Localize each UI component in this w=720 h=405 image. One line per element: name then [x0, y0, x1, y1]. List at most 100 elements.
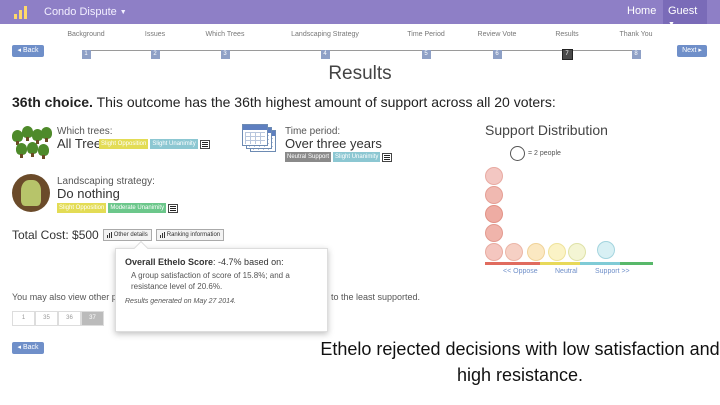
other-details-button[interactable]: Other details — [102, 229, 152, 241]
option-label: Which trees: — [57, 126, 113, 137]
distribution-dot — [597, 241, 615, 259]
step-number: 8 — [631, 50, 641, 59]
back-button[interactable]: ◂ Back — [12, 45, 44, 57]
support-legend: = 2 people — [510, 146, 561, 161]
step-number-current: 7 — [561, 49, 573, 60]
list-icon[interactable] — [382, 152, 393, 162]
legend-circle-icon — [510, 146, 525, 161]
calendar-icon — [242, 124, 278, 154]
support-tag: Neutral Support — [285, 152, 332, 162]
choice-rank: 36th choice. — [12, 94, 93, 110]
support-distribution-title: Support Distribution — [485, 122, 608, 138]
oppose-label: << Oppose — [503, 268, 538, 275]
ethelo-score-value: : -4.7% based on: — [213, 257, 284, 267]
unanimity-tag: Slight Unanimity — [150, 139, 198, 149]
list-icon[interactable] — [168, 203, 179, 213]
back-button-bottom[interactable]: ◂ Back — [12, 342, 44, 354]
distribution-dot — [485, 205, 503, 223]
step-review-vote[interactable]: Review Vote 6 — [462, 30, 532, 60]
neutral-bar — [540, 262, 580, 265]
bar-chart-icon — [14, 5, 30, 19]
step-background[interactable]: Background 1 — [51, 30, 121, 60]
choice-summary: 36th choice. This outcome has the 36th h… — [12, 94, 556, 110]
step-thank-you[interactable]: Thank You 8 — [601, 30, 671, 60]
ethelo-score-label: Overall Ethelo Score — [125, 257, 214, 267]
support-label: Support >> — [595, 268, 630, 275]
list-icon[interactable] — [199, 139, 210, 149]
total-cost-text: Total Cost: $500 — [12, 228, 99, 242]
distribution-dot — [485, 186, 503, 204]
page-link[interactable]: 36 — [58, 311, 81, 326]
step-label: Which Trees — [205, 31, 245, 38]
step-landscaping-strategy[interactable]: Landscaping Strategy 4 — [290, 30, 360, 60]
top-navbar: Condo Dispute ▼ Home Guest ▼ — [0, 0, 720, 28]
distribution-dot — [568, 243, 586, 261]
option-label: Landscaping strategy: — [57, 176, 155, 187]
distribution-dot — [505, 243, 523, 261]
step-issues[interactable]: Issues 2 — [120, 30, 190, 60]
next-button[interactable]: Next ▸ — [677, 45, 707, 57]
unanimity-tag: Slight Unanimity — [333, 152, 381, 162]
slide-caption: Ethelo rejected decisions with low satis… — [320, 339, 720, 385]
ranking-information-button[interactable]: Ranking information — [155, 229, 225, 241]
option-landscaping-strategy: Landscaping strategy: Do nothing Slight … — [57, 176, 179, 213]
unanimity-tag: Moderate Unanimity — [108, 203, 167, 213]
total-cost: Total Cost: $500 Other details Ranking i… — [12, 228, 225, 242]
choice-text: This outcome has the 36th highest amount… — [96, 94, 556, 110]
popover-heading: Overall Ethelo Score: -4.7% based on: — [125, 257, 318, 267]
strong-support-bar — [620, 262, 653, 265]
home-link[interactable]: Home — [627, 5, 657, 17]
ranking-popover: Overall Ethelo Score: -4.7% based on: A … — [115, 240, 328, 332]
guest-menu[interactable]: Guest ▼ — [663, 0, 707, 28]
step-number: 6 — [492, 50, 502, 59]
caret-down-icon: ▼ — [119, 8, 127, 16]
distribution-dot — [485, 243, 503, 261]
step-results[interactable]: Results 7 — [532, 30, 602, 60]
support-tag: Slight Opposition — [99, 139, 149, 149]
step-label: Review Vote — [477, 31, 517, 38]
bar-chart-icon — [106, 232, 112, 238]
step-label: Thank You — [619, 31, 653, 38]
option-time-period: Time period: Over three years Neutral Su… — [285, 126, 393, 162]
bar-chart-icon — [159, 232, 165, 238]
landscaping-icon — [12, 174, 50, 212]
caret-down-icon: ▼ — [668, 21, 675, 28]
step-number: 5 — [421, 50, 431, 59]
step-time-period[interactable]: Time Period 5 — [391, 30, 461, 60]
page-title: Results — [328, 63, 392, 84]
step-label: Time Period — [407, 31, 445, 38]
support-tag: Slight Opposition — [57, 203, 107, 213]
oppose-bar — [485, 262, 540, 265]
step-progress-line — [85, 50, 636, 51]
legend-text: = 2 people — [528, 150, 561, 157]
page-link[interactable]: 35 — [35, 311, 58, 326]
option-value: All Trees — [57, 136, 108, 151]
step-which-trees[interactable]: Which Trees 3 — [190, 30, 260, 60]
pagination: 1 35 36 37 — [12, 311, 104, 326]
step-label: Background — [67, 31, 105, 38]
brand[interactable]: Condo Dispute ▼ — [14, 4, 127, 20]
also-view-text: You may also view other p — [12, 292, 117, 302]
option-label: Time period: — [285, 126, 341, 137]
step-number: 4 — [320, 50, 330, 59]
other-details-label: Other details — [113, 232, 148, 238]
option-value: Do nothing — [57, 186, 120, 201]
step-label: Landscaping Strategy — [291, 31, 359, 38]
trees-icon — [12, 126, 52, 162]
step-number: 3 — [220, 50, 230, 59]
popover-footnote: Results generated on May 27 2014. — [125, 298, 236, 305]
distribution-dot — [485, 167, 503, 185]
popover-body: A group satisfaction of score of 15.8%; … — [131, 271, 290, 291]
also-view-text-tail: to the least supported. — [331, 292, 421, 302]
step-number: 1 — [81, 50, 91, 59]
step-number: 2 — [150, 50, 160, 59]
step-label: Issues — [144, 31, 166, 38]
step-label: Results — [555, 31, 579, 38]
option-which-trees: Which trees: All Trees Slight Opposition… — [57, 126, 210, 151]
distribution-dot — [527, 243, 545, 261]
ranking-information-label: Ranking information — [166, 232, 221, 238]
distribution-dot — [548, 243, 566, 261]
option-value: Over three years — [285, 136, 382, 151]
page-link[interactable]: 1 — [12, 311, 35, 326]
page-link-current[interactable]: 37 — [81, 311, 104, 326]
